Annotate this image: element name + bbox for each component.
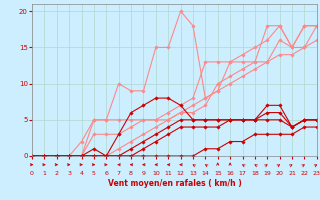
X-axis label: Vent moyen/en rafales ( km/h ): Vent moyen/en rafales ( km/h )	[108, 179, 241, 188]
